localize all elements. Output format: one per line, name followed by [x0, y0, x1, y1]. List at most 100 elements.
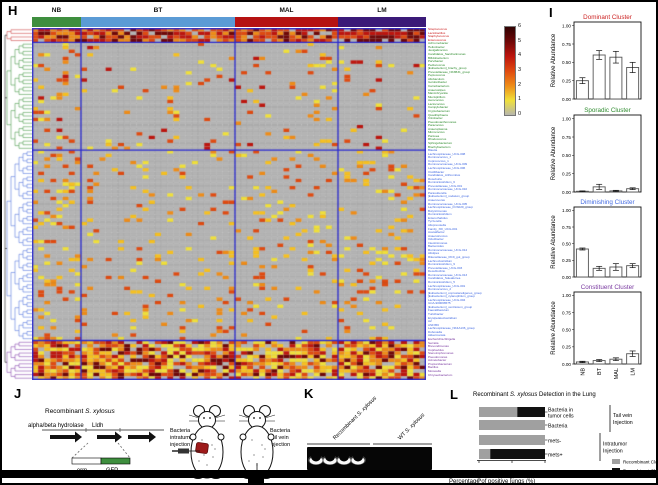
mouse-eye	[203, 417, 205, 419]
y-tick-label: 0.00	[562, 362, 571, 367]
taxon-label: Alistipes	[428, 251, 440, 256]
tailvein-caption-1: Bacteria	[270, 428, 291, 434]
taxon-label: Bacillus	[428, 365, 439, 370]
dendrogram	[3, 28, 33, 380]
panel-k-label: K	[304, 386, 314, 401]
taxon-label: Anaerovorax	[428, 198, 445, 202]
y-tick-label: 0.25	[562, 78, 571, 83]
taxon-label: Lachnospiraceae_FCS020_group	[428, 205, 473, 210]
gel-image	[307, 447, 432, 470]
group-label: Tail vein	[613, 413, 632, 419]
taxon-label: Micrococcus	[428, 130, 445, 135]
chart-frame	[573, 21, 642, 100]
insert-guide-line	[117, 442, 131, 459]
chart-title: Diminishing Cluster	[580, 199, 634, 206]
row-label: mets+	[548, 452, 563, 458]
row-label: Bacteria in	[548, 408, 573, 414]
mouse-fur-dot	[262, 456, 264, 458]
column-group-label-nb: NB	[51, 7, 62, 14]
taxon-label: Acinetobacter	[428, 358, 447, 363]
panel-i-label: I	[549, 5, 553, 20]
taxon-label: Helicobacter	[428, 44, 445, 49]
row-label: mets-	[548, 438, 561, 444]
taxon-label: Cupriavidus	[428, 347, 444, 352]
heatmap-canvas	[32, 28, 426, 380]
taxon-label: Enterorhabdus	[428, 215, 448, 220]
taxon-label: Ruminococcaceae_UCG-013	[428, 272, 468, 277]
taxon-label: Prevotellaceae_UCG-003	[428, 265, 463, 270]
taxon-label: Lachnospiraceae_UCG-006	[428, 165, 466, 170]
taxon-label: Prevotellaceae_UCG-001	[428, 183, 463, 188]
taxon-label: Prevotellaceae_NK3B31_group	[428, 69, 470, 74]
taxon-label: Anaerotruncus	[428, 233, 448, 238]
taxon-label: Mucispirillum	[428, 94, 446, 99]
taxon-label: Cryptobacterium	[428, 108, 450, 113]
y-tick-label: 0.50	[562, 328, 571, 333]
y-tick-label: 0.50	[562, 153, 571, 158]
y-axis-label: Relative Abundance	[551, 126, 557, 180]
taxon-label: Brevundimonas	[428, 344, 449, 349]
bar-clone-negative	[479, 435, 545, 445]
taxon-label: Gordonibacter	[428, 80, 447, 85]
taxon-label: Enterococcus	[428, 37, 447, 42]
column-group-label-bt: BT	[153, 7, 163, 14]
taxon-label: Bacteroides	[428, 244, 444, 249]
panel-j-label: J	[14, 386, 21, 401]
mouse-whisker	[188, 414, 200, 419]
taxon-label: Lactococcus	[428, 101, 445, 106]
y-tick-label: 0.50	[562, 241, 571, 246]
bar-clone-positive	[490, 449, 545, 459]
panel-l-label: L	[450, 387, 458, 402]
mouse-eye	[209, 417, 211, 419]
taxon-label: Lachnospiraceae_NK4A136_group	[428, 326, 475, 331]
taxon-label: Propionibacterium	[428, 361, 453, 366]
taxon-label: Coprococcus_1	[428, 158, 449, 163]
taxon-label: Ruminiclostridium	[428, 212, 452, 217]
taxon-label: Peptococcus	[428, 73, 446, 78]
chart-title: Dominant Cluster	[583, 14, 632, 21]
taxon-label: Dubosiella	[428, 329, 442, 334]
colorbar-tick: 6	[518, 23, 522, 29]
gel-group2-label: WT S. xylosus	[397, 412, 426, 441]
y-tick-label: 0.00	[562, 190, 571, 195]
panel-h-label: H	[8, 3, 18, 18]
bar-clone-negative	[479, 449, 491, 459]
chart-frame	[573, 114, 642, 193]
gel-band-mask	[339, 451, 349, 462]
taxon-label: Akkermansia	[428, 333, 446, 338]
taxon-label: Odoribacter	[428, 237, 444, 242]
column-group-label-lm: LM	[377, 7, 387, 14]
taxon-label: Ruminococcaceae_UCG-010	[428, 187, 468, 192]
taxon-label: Jeotgalicoccus	[428, 48, 448, 53]
taxon-label: Anaeroplasma	[428, 126, 448, 131]
syringe-intratumor	[178, 448, 189, 454]
y-axis-label: Relative Abundance	[551, 301, 557, 355]
tailvein-caption-2: tail vein	[270, 435, 289, 441]
taxon-label: Campylobacter	[428, 105, 449, 110]
colorbar-tick: 2	[518, 81, 522, 88]
y-tick-label: 0.75	[562, 310, 571, 315]
taxon-label: Citrobacter	[428, 116, 443, 121]
y-tick-label: 1.00	[562, 116, 571, 121]
gene-arrow	[50, 431, 82, 443]
taxon-label: [Eubacterium]_nodatum_group	[428, 194, 470, 199]
gene-arrow	[97, 431, 122, 443]
x-axis-title: Percentage of positive lungs (%)	[449, 479, 535, 485]
chart-frame	[573, 291, 642, 365]
bar-MAL	[609, 56, 623, 100]
taxon-label: GCA-900066575	[428, 301, 451, 306]
mouse-eye	[259, 417, 261, 419]
taxon-label: Marvinbryantia	[428, 91, 448, 96]
tailvein-caption-3: injection	[270, 442, 290, 448]
column-group-bar-lm	[338, 17, 426, 27]
taxon-label: Anaerostipes	[428, 87, 446, 92]
gel-band-mask	[325, 451, 335, 462]
mouse-paw	[189, 433, 197, 441]
bar-BT	[592, 54, 606, 100]
mouse-fur-dot	[248, 460, 250, 462]
taxon-label: ASF356	[428, 322, 439, 327]
erm-cassette	[71, 457, 102, 465]
taxon-label: Tyzzerella	[428, 219, 442, 224]
taxon-label: Achromobacter	[428, 41, 449, 46]
